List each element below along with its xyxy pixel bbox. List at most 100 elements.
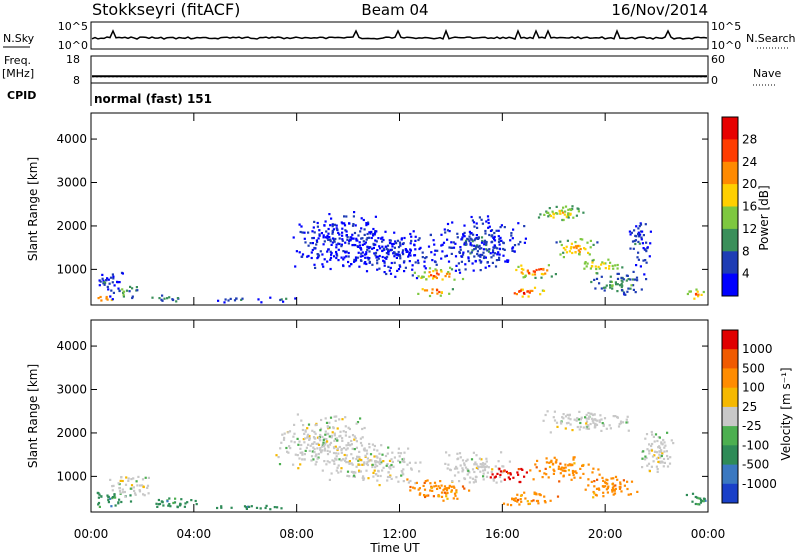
data-cell <box>578 253 581 256</box>
data-cell <box>344 251 347 254</box>
data-cell <box>571 469 574 473</box>
data-cell <box>479 269 482 272</box>
data-cell <box>319 446 322 450</box>
data-cell <box>425 256 428 259</box>
data-cell <box>356 421 360 424</box>
data-cell <box>482 478 485 481</box>
colorbar-tick-label: 25 <box>742 400 757 414</box>
data-cell <box>666 465 670 468</box>
data-cell <box>388 459 392 462</box>
data-cell <box>610 280 613 283</box>
data-cell <box>350 462 353 465</box>
data-cell <box>498 475 502 479</box>
data-cell <box>112 277 115 280</box>
data-cell <box>370 236 373 240</box>
data-cell <box>487 221 490 225</box>
data-cell <box>111 281 114 284</box>
data-cell <box>623 484 626 487</box>
data-cell <box>620 283 623 286</box>
data-cell <box>313 246 316 250</box>
data-cell <box>440 233 443 236</box>
data-cell <box>648 452 651 455</box>
data-cell <box>494 246 497 249</box>
data-cell <box>579 418 582 421</box>
data-cell <box>288 445 291 448</box>
data-cell <box>109 478 112 481</box>
data-cell <box>448 230 451 233</box>
data-cell <box>111 496 114 499</box>
data-cell <box>146 486 149 489</box>
data-cell <box>588 416 591 419</box>
data-cell <box>448 275 451 278</box>
data-cell <box>365 262 368 266</box>
data-cell <box>304 241 307 244</box>
data-cell <box>297 443 300 446</box>
data-cell <box>363 262 366 265</box>
data-cell <box>620 286 623 289</box>
data-cell <box>525 471 528 474</box>
data-cell <box>118 289 121 293</box>
data-cell <box>121 288 124 291</box>
data-cell <box>157 503 160 506</box>
data-cell <box>312 458 315 461</box>
data-cell <box>573 456 576 459</box>
data-cell <box>694 502 697 506</box>
data-cell <box>619 422 622 425</box>
data-cell <box>685 493 688 497</box>
data-cell <box>328 450 331 453</box>
data-cell <box>446 238 449 241</box>
data-cell <box>504 260 507 263</box>
data-cell <box>523 475 526 478</box>
data-cell <box>382 460 385 463</box>
data-cell <box>403 451 406 454</box>
data-cell <box>378 484 381 487</box>
data-cell <box>552 472 555 475</box>
data-cell <box>639 265 642 268</box>
data-cell <box>523 241 526 244</box>
data-cell <box>352 243 355 247</box>
data-cell <box>487 466 490 469</box>
data-cell <box>483 243 486 246</box>
data-cell <box>329 258 332 261</box>
data-cell <box>326 234 329 238</box>
data-cell <box>472 269 475 272</box>
data-cell <box>303 237 306 240</box>
data-cell <box>590 280 593 284</box>
data-cell <box>637 227 640 230</box>
data-cell <box>345 255 348 258</box>
data-cell <box>404 248 407 251</box>
data-cell <box>644 455 647 458</box>
data-cell <box>492 236 495 239</box>
data-cell <box>158 502 162 506</box>
data-cell <box>350 439 353 443</box>
data-cell <box>328 478 331 481</box>
data-cell <box>589 246 592 249</box>
data-cell <box>468 239 471 243</box>
data-cell <box>470 251 473 254</box>
data-cell <box>517 243 520 246</box>
data-cell <box>452 485 455 488</box>
data-cell <box>345 444 348 447</box>
data-cell <box>647 462 651 465</box>
data-cell <box>397 451 400 455</box>
data-cell <box>121 479 124 483</box>
data-cell <box>97 496 100 499</box>
data-cell <box>472 233 475 236</box>
data-cell <box>460 260 463 263</box>
data-cell <box>634 234 637 237</box>
data-cell <box>456 232 459 235</box>
data-cell <box>618 423 621 426</box>
data-cell <box>386 255 389 258</box>
data-cell <box>376 262 379 265</box>
data-cell <box>339 470 343 473</box>
data-cell <box>485 475 489 478</box>
data-cell <box>567 464 570 467</box>
data-cell <box>390 248 393 251</box>
data-cell <box>500 224 503 227</box>
data-cell <box>142 485 145 489</box>
data-cell <box>485 243 488 247</box>
y-tick-label: 3000 <box>56 383 87 397</box>
data-cell <box>160 500 163 503</box>
data-cell <box>596 272 599 275</box>
data-cell <box>319 433 322 437</box>
